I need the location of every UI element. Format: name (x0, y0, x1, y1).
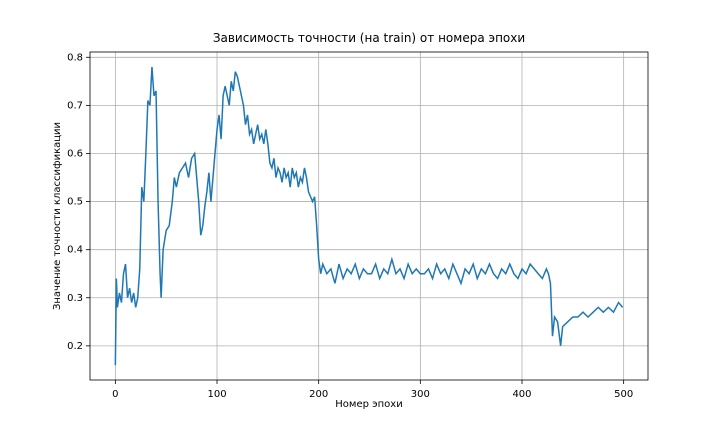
y-tick-label: 0.8 (67, 52, 83, 63)
y-tick-label: 0.6 (67, 148, 83, 159)
x-axis-label: Номер эпохи (335, 399, 402, 410)
x-tick-label: 0 (112, 389, 118, 400)
plot-frame (89, 51, 649, 381)
chart-title: Зависимость точности (на train) от номер… (213, 31, 525, 45)
y-tick-label: 0.4 (67, 245, 83, 256)
y-tick-label: 0.3 (67, 293, 83, 304)
data-line (114, 66, 624, 366)
y-axis-label: Значение точности классификации (52, 122, 63, 310)
y-tick-label: 0.7 (67, 100, 83, 111)
y-tick-label: 0.5 (67, 197, 83, 208)
y-tick-label: 0.2 (67, 341, 83, 352)
x-tick-label: 300 (411, 389, 430, 400)
x-tick-label: 200 (309, 389, 328, 400)
x-tick-label: 400 (512, 389, 531, 400)
x-tick-label: 500 (614, 389, 633, 400)
x-tick-label: 100 (207, 389, 226, 400)
